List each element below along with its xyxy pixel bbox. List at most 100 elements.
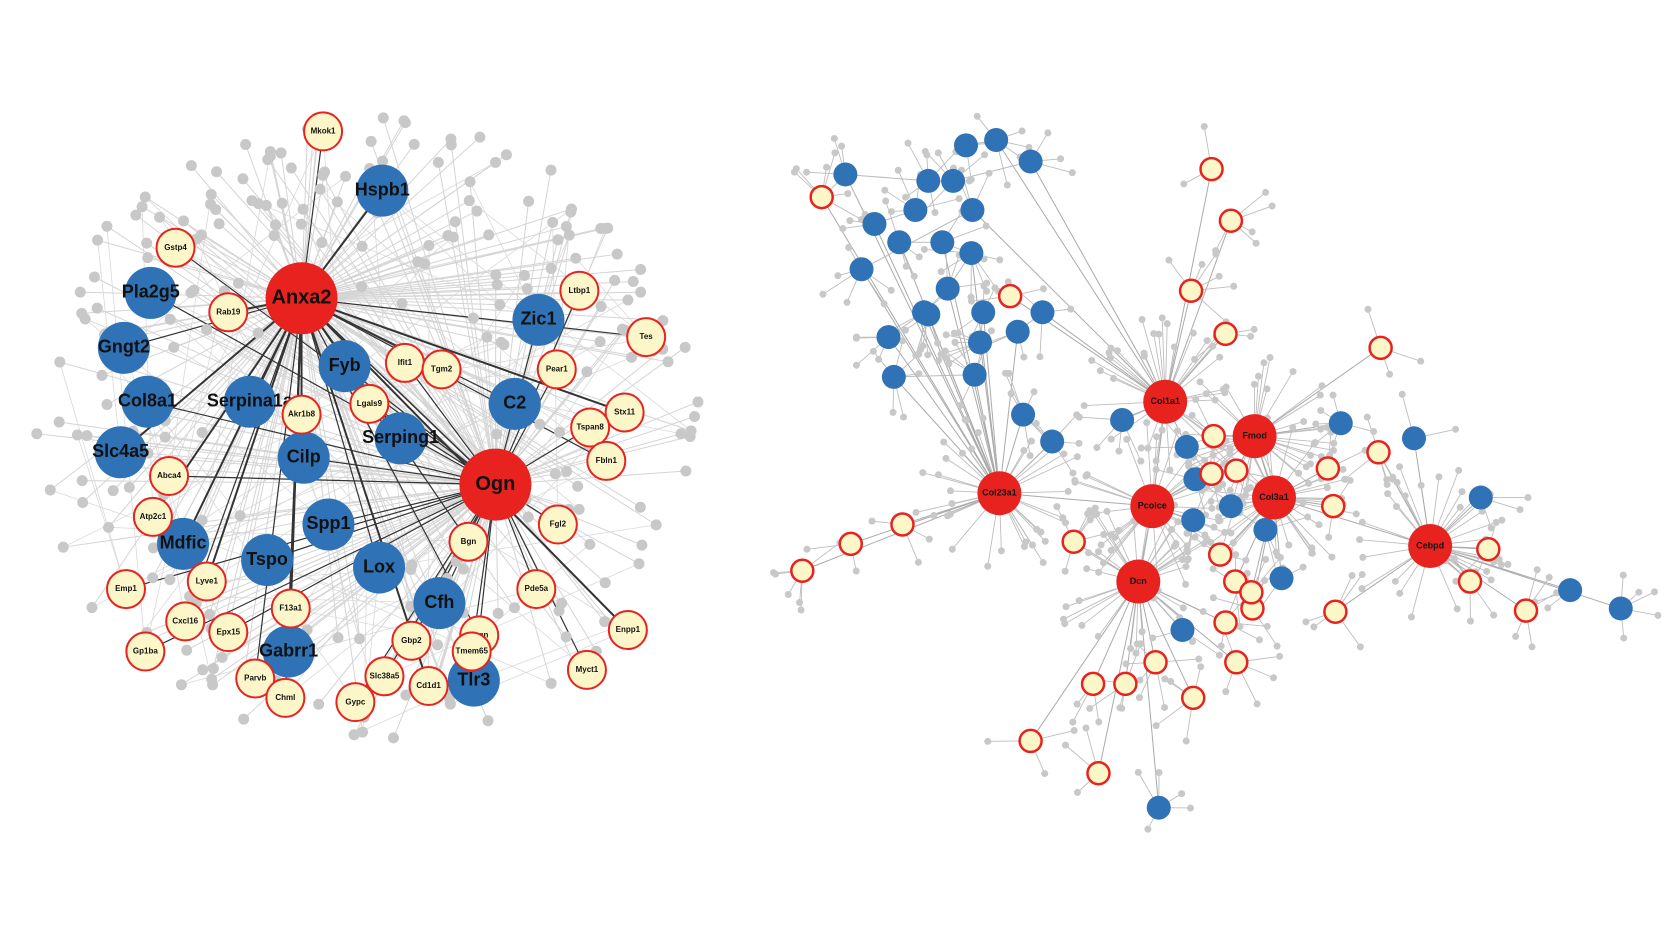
blue-node [862,212,887,236]
yellow-node [1224,458,1249,483]
blue-node [512,293,565,346]
edge [321,242,607,462]
neighbor-node [406,559,418,571]
neighbor-node [1497,561,1505,569]
neighbor-node [1325,533,1333,541]
neighbor-node [1030,388,1038,396]
neighbor-node [1144,444,1152,452]
yellow-label: Ltbp1 [568,286,590,295]
neighbor-node [147,542,159,554]
neighbor-node [957,401,965,409]
neighbor-node [946,510,954,518]
neighbor-node [1455,466,1463,474]
blue-node [374,412,427,465]
neighbor-node [1273,642,1281,650]
neighbor-node [889,408,897,416]
blue-node [1005,319,1030,344]
neighbor-node [1620,634,1628,642]
neighbor-node [1242,491,1250,499]
neighbor-node [1226,450,1234,458]
yellow-node [186,561,227,602]
neighbor-node [1247,332,1255,340]
neighbor-node [545,164,557,176]
neighbor-node [904,139,912,147]
neighbor-node [1039,559,1047,567]
yellow-label: Fbln1 [596,456,618,465]
hub-label: Dcn [1130,576,1147,586]
neighbor-node [1095,568,1103,576]
blue-label: Tspo [246,549,288,569]
hub-node [459,448,532,521]
neighbor-node [275,147,287,159]
neighbor-node [449,216,461,228]
edge [258,203,496,485]
edge [319,188,591,428]
hub-node [1143,379,1188,424]
blue-node [1328,411,1353,436]
neighbor-node [948,545,956,553]
yellow-node [132,496,173,537]
neighbor-node [141,237,153,249]
blue-node [1608,596,1633,621]
neighbor-node [1166,466,1174,474]
neighbor-node [1392,502,1400,510]
neighbor-node [500,149,512,161]
neighbor-node [1545,573,1553,581]
neighbor-node [164,313,176,325]
neighbor-node [940,438,948,446]
yellow-node [1080,671,1106,697]
edge [1164,220,1232,402]
yellow-node [1368,335,1393,361]
neighbor-node [1285,541,1293,549]
blue-node [1110,408,1135,432]
neighbor-node [1144,825,1152,833]
neighbor-node [980,282,988,290]
blue-label: Gngt2 [98,337,150,357]
neighbor-node [1328,553,1336,561]
neighbor-node [396,297,408,309]
neighbor-node [196,514,208,526]
blue-node [356,164,409,217]
neighbor-node [634,501,646,513]
neighbor-node [1103,507,1111,515]
neighbor-node [1256,636,1264,644]
neighbor-node [974,428,982,436]
neighbor-node [1192,395,1200,403]
neighbor-node [1393,478,1401,486]
neighbor-node [86,602,98,614]
neighbor-node [1516,506,1524,514]
neighbor-node [1339,465,1347,473]
neighbor-node [1178,556,1186,564]
neighbor-node [482,715,494,727]
edge [301,263,426,415]
neighbor-node [1061,567,1069,575]
neighbor-node [44,484,56,496]
neighbor-node [584,538,596,550]
neighbor-node [882,197,890,205]
neighbor-node [875,355,883,363]
neighbor-node [204,608,216,620]
neighbor-node [987,327,995,335]
neighbor-node [432,156,444,168]
neighbor-node [1158,426,1166,434]
edge [845,173,929,182]
neighbor-node [1210,523,1218,531]
neighbor-node [887,208,895,216]
hub-label: Anxa2 [272,287,332,309]
neighbor-node [869,347,877,355]
neighbor-node [1184,548,1192,556]
yellow-label: Bgn [461,537,477,546]
blue-node [935,276,960,301]
neighbor-node [1226,445,1234,453]
blue-node [968,330,992,355]
yellow-node [303,111,344,152]
yellow-node [208,292,249,333]
neighbor-node [819,290,827,298]
nodes: Anxa2 Ogn Hspb1 Pla2g5 Gngt2 Col8a1 Slc4a5 Fyb S… [31,111,1662,833]
neighbor-node [1041,770,1049,778]
neighbor-node [168,341,180,353]
neighbor-node [107,485,119,497]
neighbor-node [967,176,975,184]
neighbor-node [1356,536,1364,544]
neighbor-node [1113,347,1121,355]
